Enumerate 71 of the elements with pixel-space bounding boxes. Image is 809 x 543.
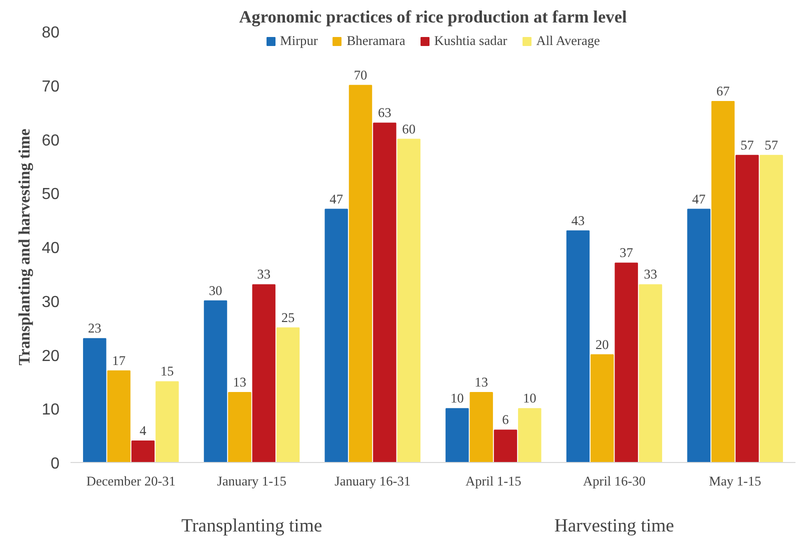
bar <box>446 408 469 462</box>
text: Harvesting time <box>554 516 674 536</box>
x-tick-label: January 1-15 <box>217 474 287 488</box>
bar <box>276 327 300 462</box>
bar <box>687 208 710 462</box>
y-tick-label: 60 <box>42 132 60 150</box>
data-label: 13 <box>474 374 488 390</box>
bar <box>590 354 614 462</box>
bar <box>614 262 638 462</box>
bar <box>107 370 130 462</box>
bar <box>736 154 759 462</box>
data-label: 33 <box>257 266 271 282</box>
data-label: 10 <box>450 390 464 406</box>
chart-title: Agronomic practices of rice production at farm level <box>239 8 628 26</box>
y-tick-label: 10 <box>42 402 60 419</box>
data-label: 25 <box>281 310 295 325</box>
data-label: 47 <box>330 191 344 206</box>
bar <box>373 122 396 462</box>
data-label: 23 <box>88 320 102 336</box>
bar <box>397 138 420 462</box>
data-label: 30 <box>208 282 222 298</box>
bar <box>470 392 493 462</box>
bar <box>760 154 783 462</box>
y-tick-label: 30 <box>42 294 60 311</box>
legend-label: Mirpur <box>280 33 318 49</box>
y-tick-label: 40 <box>42 240 60 257</box>
data-label: 17 <box>112 352 126 368</box>
bar <box>204 300 228 462</box>
y-tick-label: 70 <box>42 78 60 96</box>
x-tick-label: December 20-31 <box>86 474 176 488</box>
data-label: 67 <box>716 84 730 99</box>
bar <box>131 440 155 462</box>
data-label: 6 <box>502 412 510 428</box>
bar <box>324 208 348 462</box>
data-label: 33 <box>644 266 658 282</box>
data-label: 15 <box>160 364 174 379</box>
data-label: 70 <box>354 67 368 82</box>
bar <box>494 430 518 462</box>
bar <box>156 381 179 462</box>
legend-label: Bheramara <box>346 33 406 49</box>
x-tick-label: April 16-30 <box>582 474 646 488</box>
legend-label: All Average <box>536 33 600 49</box>
data-label: 57 <box>740 137 754 152</box>
y-tick-label: 50 <box>42 186 60 204</box>
data-label: 37 <box>620 245 634 260</box>
data-label: 4 <box>140 422 147 438</box>
y-axis-title: Transplanting and harvesting time <box>16 128 34 366</box>
bar <box>228 392 252 462</box>
x-tick-label: April 1-15 <box>465 474 522 488</box>
y-tick-label: 20 <box>42 348 60 365</box>
bar <box>711 101 735 462</box>
bar <box>83 338 106 462</box>
data-label: 10 <box>523 390 537 406</box>
y-tick-label: 0 <box>50 456 60 472</box>
data-label: 57 <box>764 137 778 152</box>
legend-label: Kushtia sadar <box>434 33 508 49</box>
data-label: 60 <box>402 121 416 136</box>
data-label: 43 <box>571 212 585 228</box>
data-label: 13 <box>233 374 247 390</box>
x-tick-label: January 16-31 <box>334 474 411 488</box>
bar <box>518 408 542 462</box>
y-tick-label: 80 <box>42 24 60 42</box>
bar <box>638 284 662 462</box>
bar <box>348 84 372 462</box>
bar <box>252 284 276 462</box>
x-tick-label: May 1-15 <box>708 474 762 488</box>
text: Transplanting time <box>181 516 322 536</box>
data-label: 47 <box>692 191 706 206</box>
data-label: 63 <box>378 105 392 120</box>
data-label: 20 <box>596 336 610 352</box>
bar <box>566 230 590 462</box>
